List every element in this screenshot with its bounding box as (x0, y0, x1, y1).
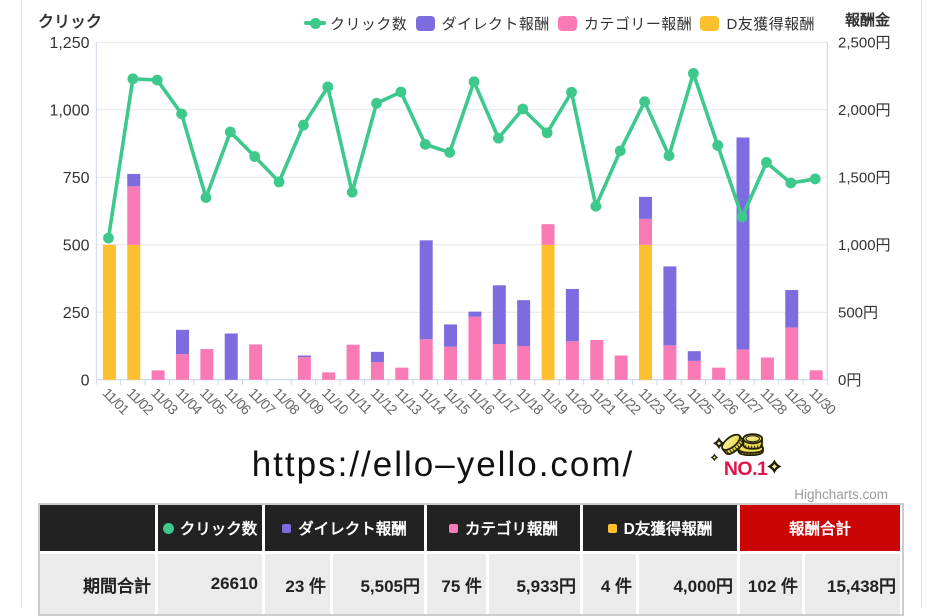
svg-text:11/30: 11/30 (806, 385, 839, 418)
svg-text:11/12: 11/12 (368, 385, 401, 418)
svg-text:11/06: 11/06 (221, 385, 254, 418)
svg-text:11/01: 11/01 (100, 385, 133, 418)
svg-text:500: 500 (63, 237, 90, 254)
svg-text:11/24: 11/24 (660, 385, 693, 418)
svg-text:11/22: 11/22 (611, 385, 644, 418)
svg-text:11/18: 11/18 (514, 385, 547, 418)
svg-text:11/19: 11/19 (538, 385, 571, 418)
svg-text:1,000: 1,000 (49, 102, 89, 119)
svg-text:11/29: 11/29 (782, 385, 815, 418)
svg-text:11/16: 11/16 (465, 385, 498, 418)
svg-text:11/28: 11/28 (758, 385, 791, 418)
svg-text:11/13: 11/13 (392, 385, 425, 418)
svg-text:11/27: 11/27 (733, 385, 766, 418)
svg-text:1,000円: 1,000円 (838, 237, 891, 254)
svg-text:11/11: 11/11 (343, 385, 376, 418)
svg-text:11/02: 11/02 (124, 385, 157, 418)
svg-text:11/17: 11/17 (489, 385, 522, 418)
svg-text:2,000円: 2,000円 (838, 102, 891, 119)
svg-text:1,250: 1,250 (49, 35, 89, 52)
svg-text:11/03: 11/03 (148, 385, 181, 418)
svg-text:11/25: 11/25 (684, 385, 717, 418)
svg-text:11/08: 11/08 (270, 385, 303, 418)
svg-text:11/05: 11/05 (197, 385, 230, 418)
svg-text:11/14: 11/14 (416, 385, 449, 418)
svg-text:0円: 0円 (838, 372, 861, 389)
svg-text:0: 0 (81, 372, 90, 389)
svg-text:11/07: 11/07 (246, 385, 279, 418)
svg-text:2,500円: 2,500円 (838, 34, 891, 51)
svg-text:11/21: 11/21 (587, 385, 620, 418)
svg-text:11/09: 11/09 (295, 385, 328, 418)
svg-text:500円: 500円 (838, 304, 878, 321)
svg-text:11/04: 11/04 (173, 385, 206, 418)
svg-text:11/20: 11/20 (563, 385, 596, 418)
svg-text:11/10: 11/10 (319, 385, 352, 418)
svg-text:750: 750 (63, 170, 90, 187)
svg-text:NO.1: NO.1 (724, 458, 768, 478)
svg-text:1,500円: 1,500円 (838, 169, 891, 186)
svg-text:250: 250 (63, 305, 90, 322)
svg-text:11/23: 11/23 (636, 385, 669, 418)
svg-text:11/15: 11/15 (441, 385, 474, 418)
svg-text:11/26: 11/26 (709, 385, 742, 418)
